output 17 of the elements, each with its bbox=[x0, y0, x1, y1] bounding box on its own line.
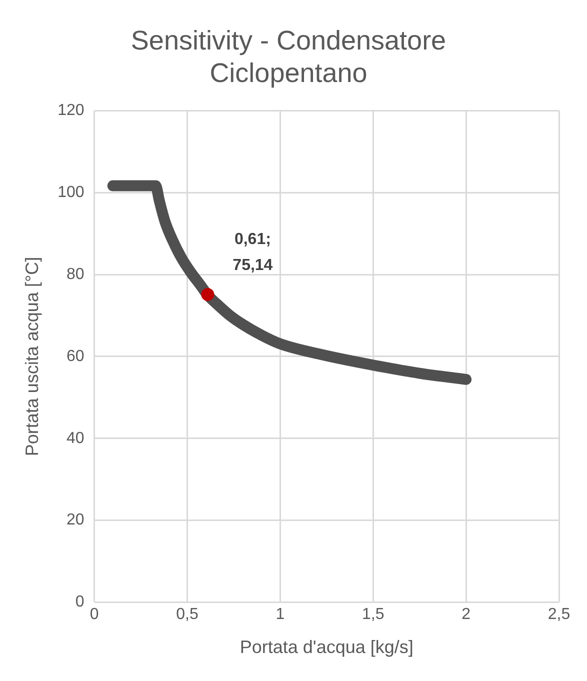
x-tick-label: 0 bbox=[90, 606, 99, 624]
x-axis-title: Portata d'acqua [kg/s] bbox=[240, 637, 414, 658]
y-tick-label: 120 bbox=[58, 102, 84, 120]
y-tick-label: 60 bbox=[66, 348, 84, 365]
x-tick-label: 1,5 bbox=[362, 606, 384, 624]
y-tick-label: 40 bbox=[66, 430, 84, 447]
y-tick-label: 20 bbox=[66, 512, 84, 529]
chart-title: Sensitivity - Condensatore Ciclopentano bbox=[130, 26, 446, 88]
y-axis-title: Portata uscita acqua [°C] bbox=[22, 256, 42, 456]
x-tick-label: 2 bbox=[462, 606, 471, 624]
x-tick-label: 2,5 bbox=[548, 606, 570, 624]
x-tick-label: 0,5 bbox=[176, 606, 198, 624]
data-label: 0,61; 75,14 bbox=[232, 230, 273, 274]
x-tick-label: 1 bbox=[276, 606, 285, 624]
y-tick-label: 0 bbox=[75, 594, 84, 611]
y-tick-label: 80 bbox=[66, 266, 84, 284]
y-tick-label: 100 bbox=[58, 184, 84, 202]
